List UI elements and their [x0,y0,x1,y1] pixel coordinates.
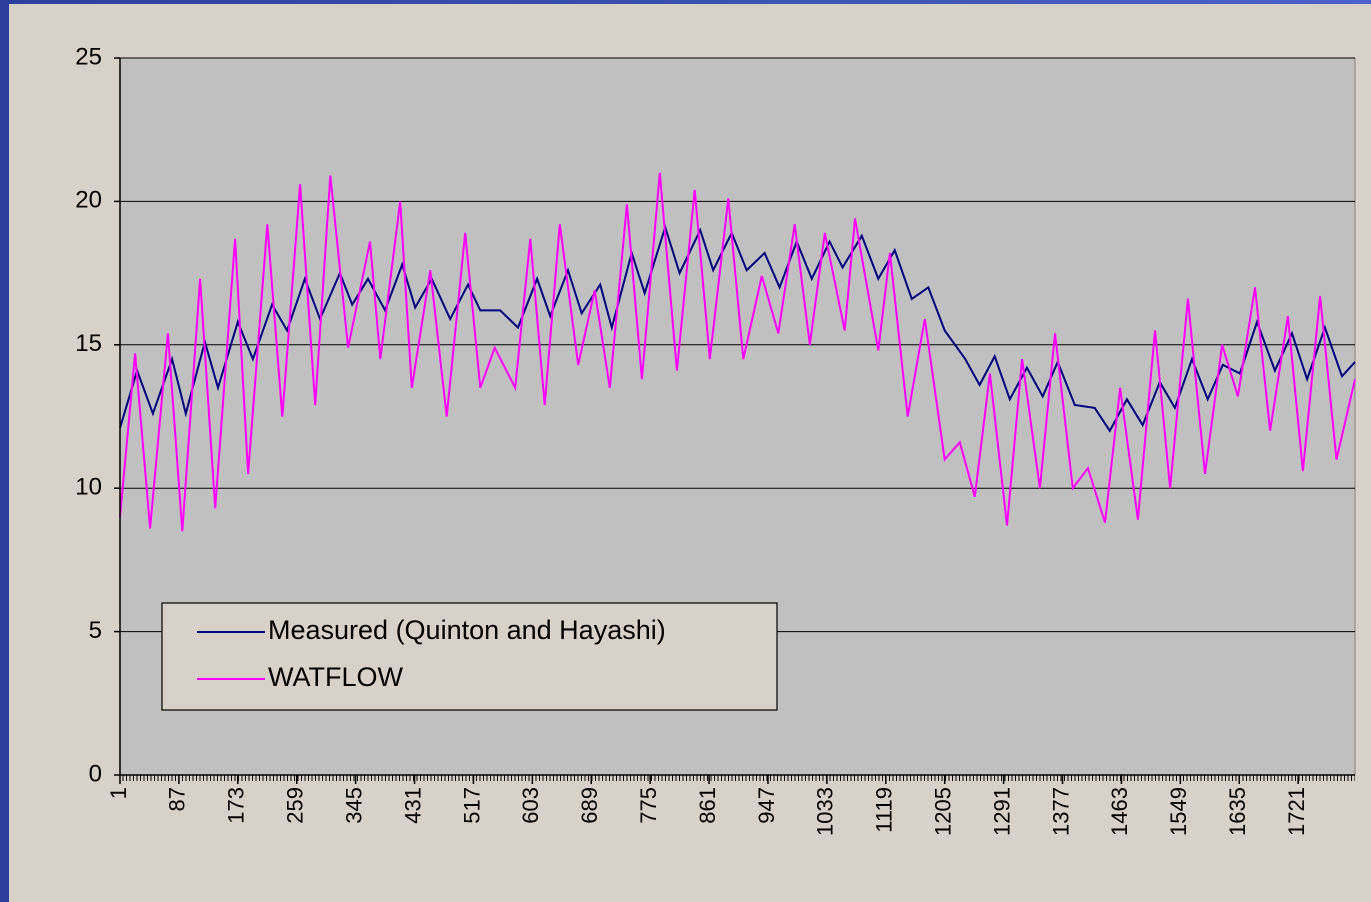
y-tick-label: 10 [75,474,102,501]
x-tick-label: 431 [400,787,425,824]
x-minor-ticks [120,775,1355,781]
series-line [119,223,1356,433]
x-tick-label: 689 [577,787,602,824]
x-tick-label: 947 [754,787,779,824]
x-tick-label: 1635 [1225,787,1250,836]
x-tick-label: 1 [106,787,131,799]
x-tick-label: 1033 [813,787,838,836]
x-tick-label: 861 [695,787,720,824]
x-tick-label: 1549 [1166,787,1191,836]
lines [119,172,1356,532]
x-tick-label: 87 [165,787,190,811]
x-tick-label: 1291 [989,787,1014,836]
legend-entries: Measured (Quinton and Hayashi) WATFLOW [197,615,666,692]
x-tick-label: 1721 [1284,787,1309,836]
y-tick-label: 15 [75,330,102,357]
series-line [119,172,1356,532]
x-tick-label: 1463 [1107,787,1132,836]
y-tick-label: 20 [75,187,102,214]
x-tick-label: 1205 [931,787,956,836]
x-tick-label: 345 [341,787,366,824]
y-tick-label: 5 [89,617,102,644]
x-tick-label: 259 [283,787,308,824]
legend [161,602,778,711]
y-tick-label: 25 [75,43,102,70]
y-tick-label: 0 [89,760,102,787]
x-tick-label: 775 [636,787,661,824]
legend-label: WATFLOW [268,662,403,692]
x-tick-label: 173 [224,787,249,824]
x-tick-label: 1119 [872,787,897,833]
x-tick-label: 603 [518,787,543,824]
ticks: 0 5 10 15 20 25 1 87 173 259 345 431 517 603 689 775 861… [75,43,1309,836]
x-tick-label: 517 [459,787,484,824]
legend-label: Measured (Quinton and Hayashi) [268,615,666,645]
x-tick-label: 1377 [1048,787,1073,836]
